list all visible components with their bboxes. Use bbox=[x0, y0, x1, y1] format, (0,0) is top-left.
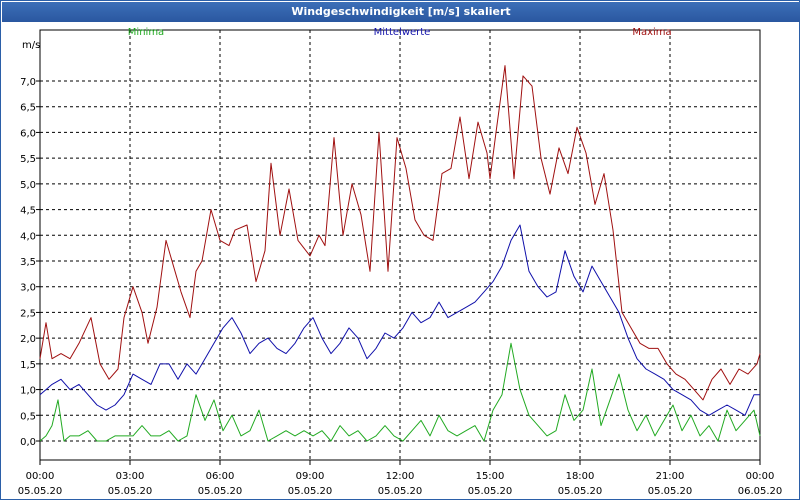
x-tick-time: 15:00 bbox=[476, 471, 505, 482]
x-tick-date: 05.05.20 bbox=[648, 486, 693, 497]
y-tick-label: 1,5 bbox=[20, 360, 36, 371]
y-tick-label: 3,0 bbox=[20, 283, 36, 294]
x-tick-time: 03:00 bbox=[116, 471, 145, 482]
x-axis: 00:00 05.05.20 03:00 05.05.20 06:00 05.05.20 0… bbox=[18, 460, 783, 497]
y-tick-label: 1,0 bbox=[20, 386, 36, 397]
chart-title: Windgeschwindigkeit [m/s] skaliert bbox=[2, 2, 800, 22]
y-tick-label: 7,0 bbox=[20, 77, 36, 88]
series-line-max bbox=[39, 65, 761, 401]
x-tick-date: 05.05.20 bbox=[108, 486, 153, 497]
x-tick-time: 09:00 bbox=[296, 471, 325, 482]
x-tick-time: 00:00 bbox=[746, 471, 775, 482]
x-tick-time: 21:00 bbox=[656, 471, 685, 482]
legend-maxima: Maxima bbox=[632, 27, 671, 38]
x-tick-date: 05.05.20 bbox=[378, 486, 423, 497]
y-tick-label: 4,0 bbox=[20, 231, 36, 242]
y-axis-label: m/s bbox=[22, 40, 40, 51]
y-tick-label: 0,5 bbox=[20, 411, 36, 422]
y-tick-label: 5,5 bbox=[20, 154, 36, 165]
y-tick-label: 3,5 bbox=[20, 257, 36, 268]
x-tick-date: 05.05.20 bbox=[558, 486, 603, 497]
series-layer bbox=[39, 65, 761, 442]
series-line-mean bbox=[39, 224, 760, 416]
x-tick-date: 05.05.20 bbox=[198, 486, 243, 497]
x-tick-time: 18:00 bbox=[566, 471, 595, 482]
y-axis: 0,0 0,5 1,0 1,5 2,0 2,5 3,0 3,5 4,0 4,5 5,0 5,5 6,0 6… bbox=[20, 77, 40, 448]
x-tick-date: 05.05.20 bbox=[288, 486, 333, 497]
y-tick-label: 4,5 bbox=[20, 206, 36, 217]
x-tick-time: 12:00 bbox=[386, 471, 415, 482]
y-tick-label: 6,0 bbox=[20, 128, 36, 139]
plot-area bbox=[39, 29, 761, 461]
y-tick-label: 2,5 bbox=[20, 308, 36, 319]
x-tick-date: 05.05.20 bbox=[18, 486, 63, 497]
y-tick-label: 2,0 bbox=[20, 334, 36, 345]
x-tick-time: 00:00 bbox=[26, 471, 55, 482]
grid bbox=[40, 30, 760, 460]
x-tick-time: 06:00 bbox=[206, 471, 235, 482]
series-line-min bbox=[39, 342, 761, 442]
y-tick-label: 0,0 bbox=[20, 437, 36, 448]
y-tick-label: 5,0 bbox=[20, 180, 36, 191]
legend-mittelwerte: Mittelwerte bbox=[374, 27, 431, 38]
x-tick-date: 06.05.20 bbox=[738, 486, 783, 497]
legend-minima: Minima bbox=[128, 27, 164, 38]
y-tick-label: 6,5 bbox=[20, 103, 36, 114]
x-tick-date: 05.05.20 bbox=[468, 486, 513, 497]
